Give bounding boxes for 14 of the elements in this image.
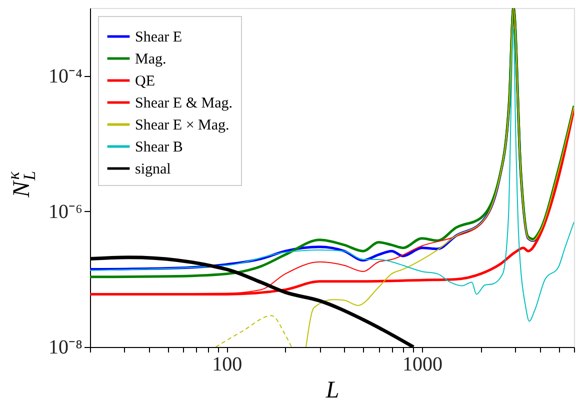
y-tick-label: 10⁻⁸	[48, 336, 83, 358]
y-tick-label: 10⁻⁶	[48, 200, 83, 223]
legend-label: Mag.	[135, 52, 166, 68]
x-axis-title: L	[324, 378, 340, 404]
x-tick-label: 100	[212, 354, 242, 376]
y-tick-label: 10⁻⁴	[48, 65, 83, 88]
legend-label: Shear E × Mag.	[135, 118, 230, 134]
y-axis-title: NLκ	[4, 170, 39, 198]
legend-label: signal	[135, 162, 171, 178]
legend-label: Shear E & Mag.	[135, 96, 232, 112]
legend-label: Shear E	[135, 30, 182, 46]
legend-label: QE	[135, 74, 155, 90]
x-tick-label: 1000	[402, 354, 442, 376]
legend-label: Shear B	[135, 140, 183, 156]
